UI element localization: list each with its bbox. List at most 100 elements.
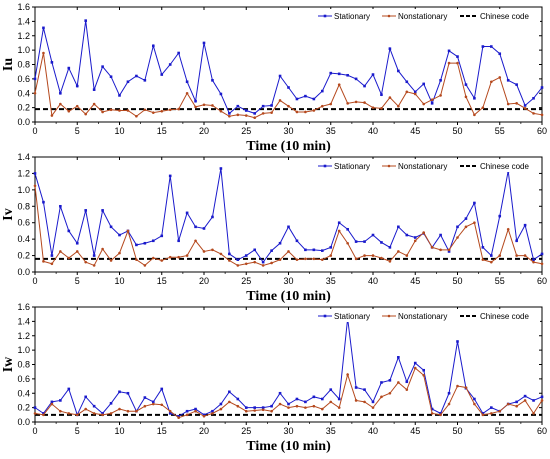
data-point-stationary	[532, 399, 535, 402]
data-point-nonstationary	[228, 400, 231, 404]
data-point-stationary	[278, 241, 282, 245]
data-point-stationary	[152, 400, 155, 404]
x-tick-label: 30	[283, 276, 293, 286]
y-tick-label: 0.6	[17, 74, 30, 84]
data-point-stationary	[405, 80, 409, 84]
data-point-stationary	[430, 407, 434, 411]
data-point-nonstationary	[261, 408, 265, 412]
data-point-nonstationary	[312, 257, 316, 261]
data-point-nonstationary	[75, 250, 79, 253]
data-point-stationary	[304, 400, 307, 404]
data-point-nonstationary	[481, 258, 485, 261]
y-tick-label: 0.0	[17, 267, 30, 277]
data-point-nonstationary	[59, 409, 62, 413]
x-tick-label: 40	[368, 426, 378, 436]
data-point-nonstationary	[490, 80, 493, 84]
data-point-stationary	[109, 75, 113, 79]
data-point-nonstationary	[33, 412, 37, 415]
data-point-stationary	[177, 414, 180, 418]
y-tick-label: 1.4	[17, 16, 30, 26]
y-axis-title: Iv	[1, 208, 16, 220]
data-point-stationary	[413, 90, 417, 94]
data-point-nonstationary	[523, 107, 527, 110]
data-point-nonstationary	[346, 241, 349, 245]
data-point-stationary	[371, 400, 375, 404]
x-tick-label: 40	[368, 276, 378, 286]
data-point-stationary	[143, 241, 147, 245]
data-point-stationary	[202, 413, 206, 417]
data-point-nonstationary	[397, 104, 400, 108]
data-point-stationary	[109, 402, 113, 405]
data-point-stationary	[228, 112, 231, 115]
legend-item-stationary-label: Stationary	[334, 162, 370, 171]
data-point-nonstationary	[177, 416, 180, 419]
data-point-nonstationary	[413, 366, 417, 370]
data-point-stationary	[101, 65, 104, 68]
x-tick-label: 15	[157, 126, 167, 136]
data-point-nonstationary	[42, 260, 45, 263]
data-point-nonstationary	[211, 412, 214, 415]
data-point-stationary	[388, 246, 392, 249]
legend-item-stationary-label: Stationary	[334, 312, 370, 321]
data-point-stationary	[202, 227, 206, 230]
data-point-nonstationary	[295, 258, 299, 261]
data-point-nonstationary	[413, 239, 417, 243]
data-point-nonstationary	[532, 412, 535, 415]
data-point-nonstationary	[126, 229, 130, 233]
legend-box	[316, 309, 540, 322]
data-point-stationary	[321, 89, 324, 93]
data-point-stationary	[329, 246, 333, 249]
data-point-stationary	[118, 233, 121, 237]
data-point-nonstationary	[481, 413, 485, 417]
legend-item-stationary-marker	[323, 14, 327, 18]
data-point-nonstationary	[109, 259, 113, 262]
data-point-stationary	[405, 380, 409, 384]
data-point-stationary	[185, 80, 189, 84]
data-point-nonstationary	[312, 109, 316, 112]
data-point-stationary	[261, 406, 265, 409]
data-point-nonstationary	[270, 409, 273, 413]
data-point-stationary	[329, 388, 333, 391]
data-point-stationary	[194, 225, 197, 229]
data-point-stationary	[84, 395, 87, 399]
data-point-nonstationary	[33, 184, 37, 188]
data-point-stationary	[498, 214, 502, 218]
data-point-stationary	[244, 254, 248, 257]
x-axis-title: Time (10 min)	[246, 139, 331, 154]
data-point-nonstationary	[329, 254, 333, 257]
data-point-nonstationary	[363, 254, 366, 257]
data-point-nonstationary	[430, 412, 434, 415]
data-point-nonstationary	[177, 107, 180, 111]
data-point-stationary	[244, 406, 248, 409]
y-tick-label: 1.0	[17, 345, 30, 355]
data-point-stationary	[312, 395, 316, 399]
data-point-stationary	[523, 223, 527, 227]
data-point-nonstationary	[447, 61, 451, 65]
data-point-stationary	[363, 388, 366, 391]
data-point-nonstationary	[363, 101, 366, 104]
x-tick-label: 35	[326, 426, 336, 436]
legend-box	[316, 9, 540, 22]
data-point-nonstationary	[304, 257, 307, 261]
data-point-nonstationary	[228, 114, 231, 118]
data-point-nonstationary	[236, 264, 240, 267]
data-point-nonstationary	[219, 252, 223, 256]
data-point-stationary	[346, 227, 349, 231]
data-point-stationary	[152, 239, 155, 243]
y-tick-label: 0.8	[17, 360, 30, 370]
data-point-stationary	[295, 239, 299, 243]
data-point-nonstationary	[278, 99, 282, 102]
data-point-nonstationary	[101, 110, 104, 114]
data-point-nonstationary	[439, 413, 442, 417]
data-point-nonstationary	[473, 113, 476, 117]
data-point-stationary	[253, 406, 256, 409]
data-point-stationary	[109, 225, 113, 229]
data-point-nonstationary	[439, 248, 442, 252]
data-point-nonstationary	[50, 402, 54, 406]
data-point-nonstationary	[185, 413, 189, 417]
x-tick-label: 20	[199, 126, 209, 136]
data-point-stationary	[354, 77, 358, 81]
data-point-nonstationary	[397, 250, 400, 253]
data-point-stationary	[67, 229, 71, 233]
data-point-stationary	[42, 412, 45, 415]
